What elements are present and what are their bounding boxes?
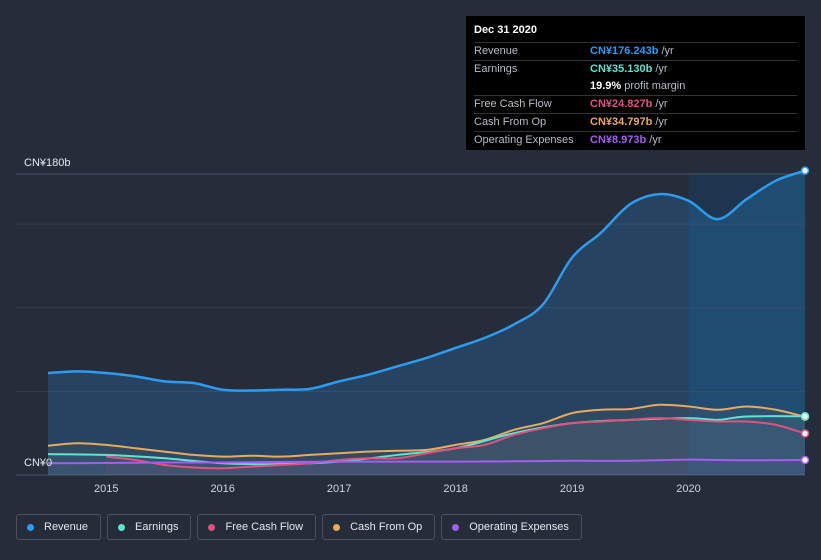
tooltip-value: CN¥35.130b bbox=[590, 63, 653, 75]
y-axis-bottom-label: CN¥0 bbox=[24, 457, 52, 469]
free-cash-flow-endpoint bbox=[800, 429, 810, 438]
tooltip-label: Cash From Op bbox=[474, 116, 547, 128]
legend-item-free-cash-flow[interactable]: Free Cash Flow bbox=[197, 514, 317, 540]
x-tick-label: 2018 bbox=[443, 483, 467, 495]
revenue-area bbox=[48, 170, 805, 475]
legend-label: Cash From Op bbox=[350, 521, 423, 533]
legend-dot-icon bbox=[333, 523, 341, 531]
legend-label: Free Cash Flow bbox=[225, 521, 304, 533]
legend-dot-icon bbox=[27, 523, 34, 531]
tooltip-value: CN¥8.973b bbox=[590, 134, 647, 146]
legend-item-operating-expenses[interactable]: Operating Expenses bbox=[441, 514, 582, 540]
tooltip-unit: /yr bbox=[649, 134, 662, 146]
x-tick-label: 2015 bbox=[94, 483, 118, 495]
cash-from-op-line bbox=[47, 403, 806, 458]
tooltip-row-cfo: Cash From Op CN¥34.797b /yr bbox=[474, 113, 797, 131]
tooltip-row-earnings: Earnings CN¥35.130b /yr bbox=[474, 60, 797, 78]
tooltip-date: Dec 31 2020 bbox=[474, 24, 537, 36]
operating-expenses-line bbox=[47, 458, 806, 465]
legend: Revenue Earnings Free Cash Flow Cash Fro… bbox=[16, 514, 582, 540]
tooltip-unit: /yr bbox=[655, 98, 668, 110]
legend-dot-icon bbox=[118, 523, 126, 531]
x-tick-label: 2016 bbox=[210, 483, 234, 495]
x-tick-label: 2017 bbox=[327, 483, 351, 495]
legend-label: Revenue bbox=[44, 521, 89, 533]
tooltip-value: CN¥34.797b bbox=[590, 116, 653, 128]
legend-item-cash-from-op[interactable]: Cash From Op bbox=[322, 514, 436, 540]
earnings-endpoint bbox=[800, 412, 810, 421]
tooltip-label: Free Cash Flow bbox=[474, 98, 552, 110]
series-areas bbox=[48, 170, 805, 475]
tooltip-label: Revenue bbox=[474, 45, 519, 57]
legend-label: Operating Expenses bbox=[469, 521, 569, 533]
revenue-endpoint bbox=[800, 166, 810, 175]
chart-area: 2015 2016 2017 2018 2019 2020 CN¥180b CN¥0 bbox=[16, 157, 810, 495]
legend-dot-icon bbox=[208, 523, 216, 531]
tooltip-unit: profit margin bbox=[624, 80, 686, 92]
tooltip-value: CN¥176.243b bbox=[590, 45, 659, 57]
revenue-line bbox=[47, 169, 806, 392]
tooltip-row-revenue: Revenue CN¥176.243b /yr bbox=[474, 42, 797, 60]
tooltip-label: Earnings bbox=[474, 63, 518, 75]
tooltip-unit: /yr bbox=[661, 45, 674, 57]
x-axis-ticks: 2015 2016 2017 2018 2019 2020 bbox=[94, 483, 701, 495]
y-axis-top-label: CN¥180b bbox=[24, 157, 70, 169]
free-cash-flow-line bbox=[106, 417, 806, 470]
legend-item-earnings[interactable]: Earnings bbox=[107, 514, 192, 540]
x-tick-label: 2020 bbox=[676, 483, 700, 495]
tooltip-label bbox=[474, 78, 590, 95]
series-lines bbox=[47, 169, 806, 470]
legend-item-revenue[interactable]: Revenue bbox=[16, 514, 102, 540]
tooltip-row-opex: Operating Expenses CN¥8.973b /yr bbox=[474, 131, 797, 149]
tooltip-row-fcf: Free Cash Flow CN¥24.827b /yr bbox=[474, 95, 797, 113]
tooltip-unit: /yr bbox=[655, 116, 668, 128]
tooltip-value: 19.9% bbox=[590, 80, 622, 92]
tooltip-row-margin: 19.9% profit margin bbox=[474, 78, 797, 95]
legend-label: Earnings bbox=[135, 521, 179, 533]
operating-expenses-endpoint bbox=[800, 455, 810, 465]
tooltip-unit: /yr bbox=[655, 63, 668, 75]
x-tick-label: 2019 bbox=[560, 483, 584, 495]
tooltip-label: Operating Expenses bbox=[474, 134, 574, 146]
cash-from-op-area bbox=[48, 404, 805, 475]
tooltip-value: CN¥24.827b bbox=[590, 98, 653, 110]
tooltip-panel: Dec 31 2020 Revenue CN¥176.243b /yr Earn… bbox=[466, 16, 805, 150]
gridlines bbox=[16, 173, 805, 476]
legend-dot-icon bbox=[452, 523, 460, 531]
series-endpoints bbox=[800, 166, 810, 465]
